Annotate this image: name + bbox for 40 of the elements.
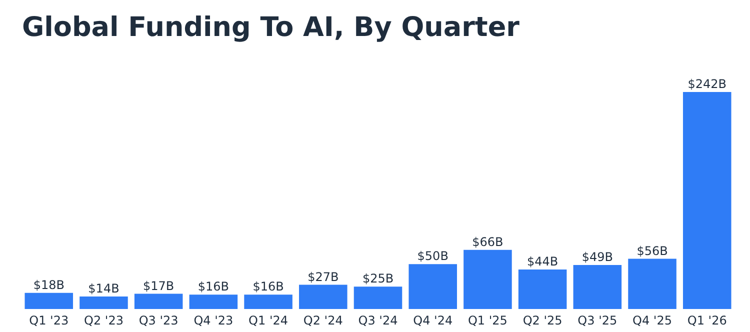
chart-title: Global Funding To AI, By Quarter xyxy=(22,12,520,43)
data-label: $16B xyxy=(252,280,284,294)
x-tick-label: Q2 '23 xyxy=(84,314,124,328)
x-tick-label: Q1 '24 xyxy=(248,314,288,328)
data-label: $44B xyxy=(526,254,558,269)
x-tick-label: Q2 '25 xyxy=(522,314,562,328)
data-label: $18B xyxy=(33,278,64,292)
x-tick-label: Q3 '25 xyxy=(578,314,618,328)
data-label: $27B xyxy=(308,270,339,284)
x-tick-label: Q1 '25 xyxy=(468,314,508,328)
x-tick-label: Q1 '23 xyxy=(29,314,69,328)
bar xyxy=(244,294,292,309)
data-label: $16B xyxy=(198,280,230,294)
bar xyxy=(189,294,238,309)
bar xyxy=(628,258,676,309)
x-tick-label: Q1 '26 xyxy=(687,314,727,328)
bar xyxy=(682,92,732,309)
x-tick-label: Q3 '23 xyxy=(138,314,178,328)
x-tick-label: Q3 '24 xyxy=(358,314,398,328)
bar xyxy=(518,270,567,309)
data-label: $242B xyxy=(688,77,727,91)
bar xyxy=(573,265,622,309)
data-label: $14B xyxy=(88,281,120,296)
data-label: $66B xyxy=(472,234,504,249)
data-label: $49B xyxy=(582,250,613,264)
bar xyxy=(24,292,74,309)
bar xyxy=(299,284,348,309)
x-tick-label: Q4 '23 xyxy=(194,314,234,328)
bar xyxy=(134,294,183,309)
bar xyxy=(464,250,512,309)
bar xyxy=(80,296,128,309)
data-label: $56B xyxy=(636,244,668,258)
bar xyxy=(354,286,402,309)
data-label: $25B xyxy=(362,272,394,286)
x-tick-label: Q4 '25 xyxy=(632,314,672,328)
data-label: $50B xyxy=(417,249,448,264)
x-tick-label: Q4 '24 xyxy=(413,314,453,328)
data-label: $17B xyxy=(143,278,174,293)
x-tick-label: Q2 '24 xyxy=(303,314,343,328)
bar xyxy=(408,264,457,309)
